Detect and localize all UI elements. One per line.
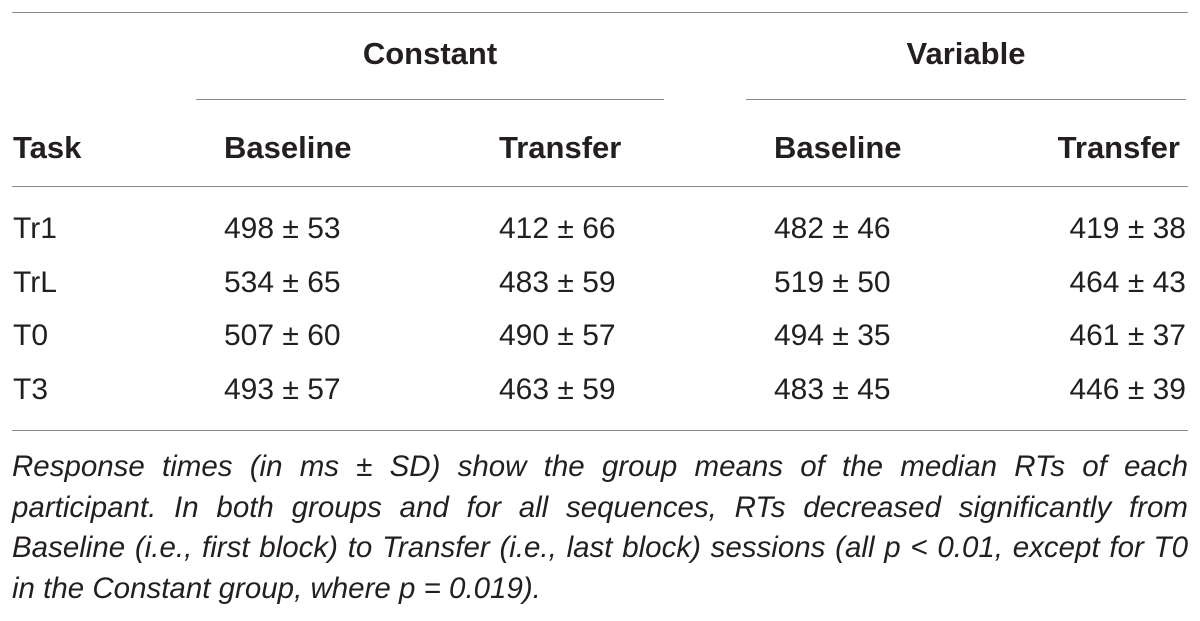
table-top-rule xyxy=(12,12,1188,13)
group-header-constant: Constant xyxy=(362,36,498,71)
table-cell: 464 ± 43 xyxy=(1069,266,1186,299)
table-cell: 461 ± 37 xyxy=(1069,319,1186,352)
column-header-constant-transfer: Transfer xyxy=(499,130,622,165)
table-cell: 483 ± 59 xyxy=(499,266,616,299)
table-bottom-rule xyxy=(12,430,1188,431)
table-cell: 507 ± 60 xyxy=(224,319,341,352)
table-cell: 483 ± 45 xyxy=(774,373,891,406)
table-row-task: Tr1 xyxy=(13,212,57,245)
table-cell: 482 ± 46 xyxy=(774,212,891,245)
table-cell: 446 ± 39 xyxy=(1069,373,1186,406)
column-header-task: Task xyxy=(13,130,82,165)
table-footnote: Response times (in ms ± SD) show the gro… xyxy=(12,450,1188,605)
table-cell: 463 ± 59 xyxy=(499,373,616,406)
header-bottom-rule xyxy=(12,186,1188,187)
table-row-task: T3 xyxy=(13,373,49,406)
table-cell: 519 ± 50 xyxy=(774,266,891,299)
column-header-constant-baseline: Baseline xyxy=(224,130,352,165)
table-cell: 412 ± 66 xyxy=(499,212,616,245)
table-row-task: T0 xyxy=(13,319,49,352)
table-cell: 498 ± 53 xyxy=(224,212,341,245)
table-row-task: TrL xyxy=(13,266,57,299)
table-cell: 494 ± 35 xyxy=(774,319,891,352)
variable-group-rule xyxy=(746,99,1186,100)
table-cell: 490 ± 57 xyxy=(499,319,616,352)
constant-group-rule xyxy=(196,99,664,100)
table-cell: 419 ± 38 xyxy=(1069,212,1186,245)
group-header-variable: Variable xyxy=(906,36,1026,71)
table-cell: 534 ± 65 xyxy=(224,266,341,299)
column-header-variable-transfer: Transfer xyxy=(1057,130,1180,165)
table-cell: 493 ± 57 xyxy=(224,373,341,406)
column-header-variable-baseline: Baseline xyxy=(774,130,902,165)
